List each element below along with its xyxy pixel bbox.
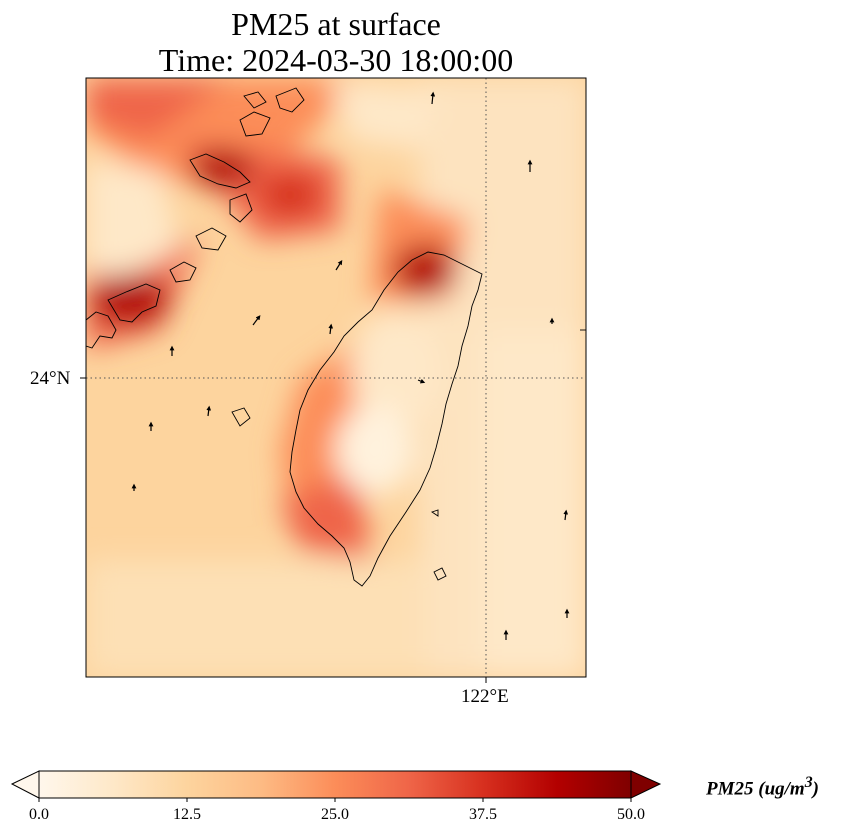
- title-line-2: Time: 2024-03-30 18:00:00: [158, 42, 514, 78]
- colorbar-tick-label: 0.0: [29, 806, 49, 823]
- colorbar-tick-label: 50.0: [617, 806, 645, 823]
- coastlines: [86, 87, 586, 587]
- gridlines: [86, 78, 586, 677]
- title-line-1: PM25 at surface: [231, 6, 441, 42]
- pm25-field: [86, 78, 586, 677]
- colorbar-tick-label: 37.5: [469, 806, 497, 823]
- lat-tick-label: 24°N: [30, 368, 71, 389]
- colorbar-tick-label: 12.5: [173, 806, 201, 823]
- wind-vectors: [131, 91, 570, 640]
- colorbar-label-close: ): [812, 778, 819, 800]
- colorbar-gradient: [38, 770, 632, 799]
- map-figure: [80, 77, 587, 683]
- colorbar: [10, 770, 662, 802]
- colorbar-ticks: [38, 798, 632, 802]
- colorbar-label-text: PM25 (ug/m: [706, 778, 805, 800]
- colorbar-extend-min: [10, 770, 40, 799]
- colorbar-label: PM25 (ug/m3): [706, 774, 819, 800]
- colorbar-extend-max: [630, 770, 662, 799]
- colorbar-label-superscript: 3: [804, 774, 813, 791]
- lon-tick-label: 122°E: [461, 686, 509, 707]
- colorbar-tick-label: 25.0: [321, 806, 349, 823]
